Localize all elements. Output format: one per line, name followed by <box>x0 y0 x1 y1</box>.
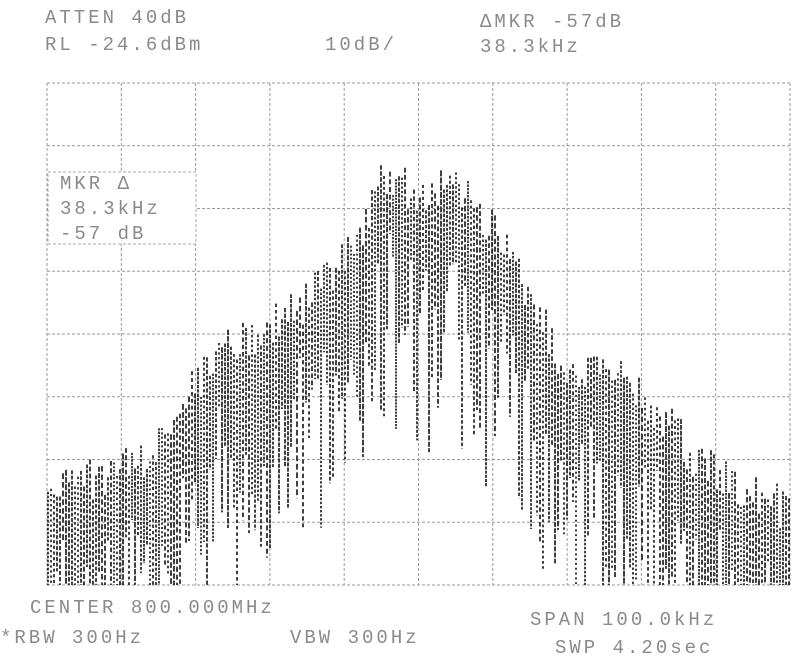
marker-freq: 38.3kHz <box>60 198 161 220</box>
marker-level: -57 dB <box>60 223 146 245</box>
spectrum-trace <box>47 165 790 585</box>
center-freq: CENTER 800.000MHz <box>30 597 275 619</box>
marker-box <box>47 171 197 245</box>
scale: 10dB/ <box>325 34 397 56</box>
rbw: *RBW 300Hz <box>0 627 144 649</box>
span: SPAN 100.0kHz <box>530 609 717 631</box>
delta-freq: 38.3kHz <box>480 36 581 58</box>
vbw: VBW 300Hz <box>290 627 420 649</box>
ref-level: RL -24.6dBm <box>45 34 203 56</box>
graticule <box>46 82 791 586</box>
sweep-time: SWP 4.20sec <box>555 637 713 659</box>
delta-marker: ΔMKR -57dB <box>480 11 624 33</box>
atten: ATTEN 40dB <box>45 7 189 29</box>
marker-label: MKR Δ <box>60 173 132 195</box>
